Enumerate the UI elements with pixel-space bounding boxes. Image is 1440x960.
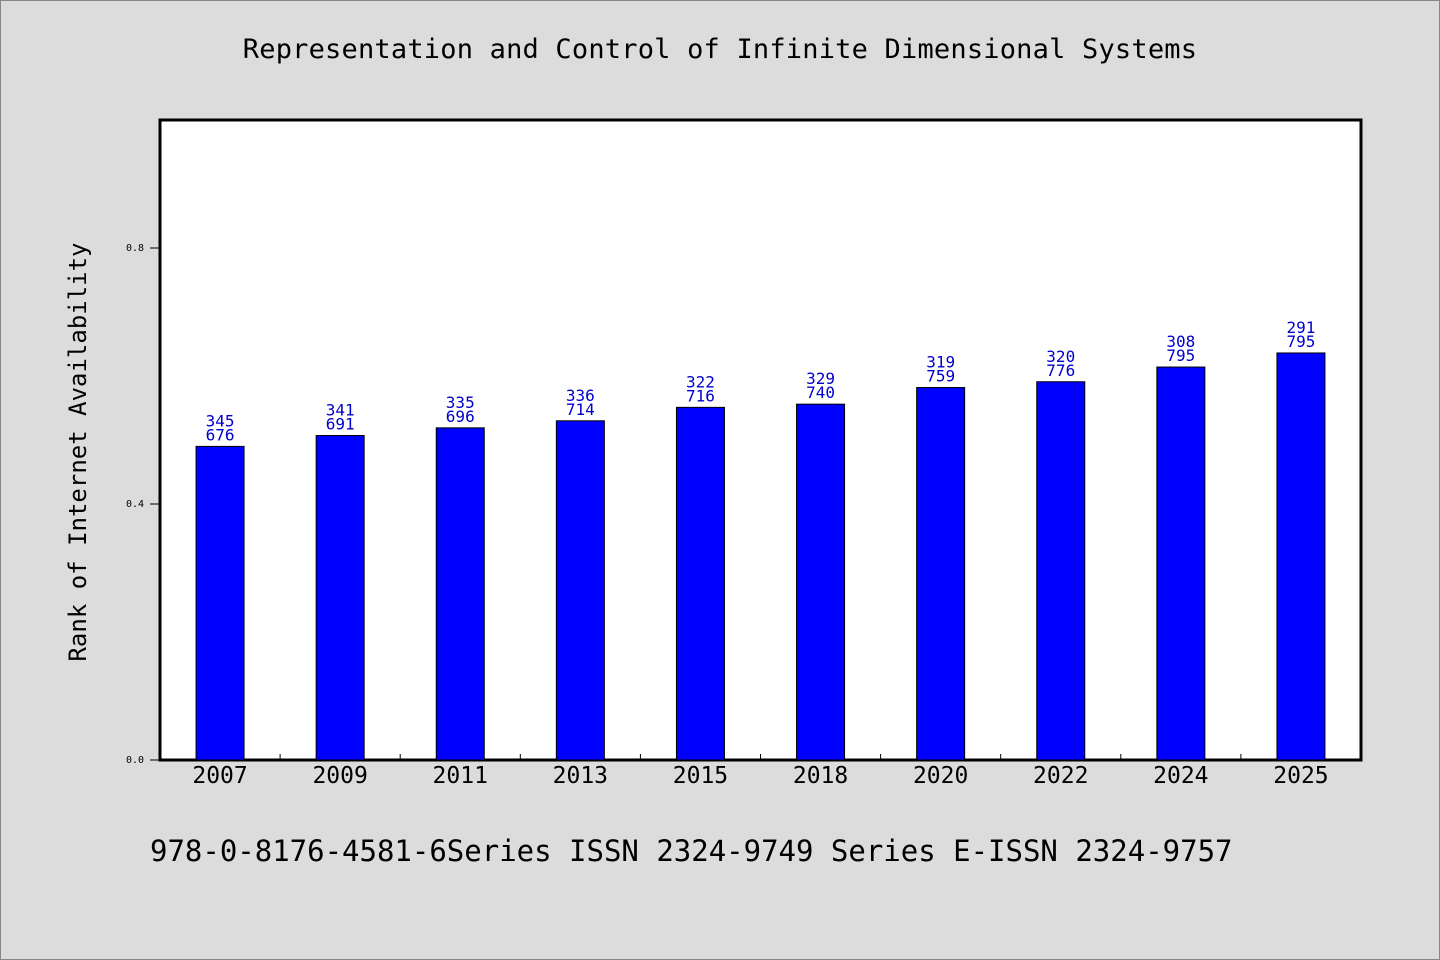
x-tick-label-2020: 2020 [913, 763, 968, 789]
bar-label-bottom-2018: 740 [806, 383, 835, 402]
x-tick-label-2013: 2013 [553, 763, 608, 789]
bar-labels-group: 3456763416913356963367143227163297403197… [206, 318, 1316, 444]
x-tick-label-2015: 2015 [673, 763, 728, 789]
x-tick-label-2007: 2007 [192, 763, 247, 789]
bar-2020 [916, 387, 966, 761]
bar-2022 [1036, 381, 1086, 761]
bar-label-top-2011: 335 [446, 393, 475, 412]
bar-2015 [675, 406, 725, 761]
x-ticks-group: 2007 2009 2011 2013 2015 2018 2020 2022 2024 2025 [192, 754, 1329, 789]
x-tick-label-2009: 2009 [312, 763, 367, 789]
y-tick-label-0.0: 0.0 [126, 755, 144, 766]
bar-2024 [1156, 366, 1206, 761]
bar-2007 [195, 445, 245, 761]
bar-label-bottom-2022: 776 [1046, 361, 1075, 380]
bar-label-top-2007: 345 [206, 411, 235, 430]
bar-label-bottom-2020: 759 [926, 367, 955, 386]
y-ticks-group: 0.0 0.4 0.8 [126, 243, 160, 766]
bar-label-bottom-2009: 691 [326, 415, 355, 434]
bar-label-top-2018: 329 [806, 369, 835, 388]
bar-label-top-2015: 322 [686, 372, 715, 391]
footer-isbn-text: 978-0-8176-4581-6Series ISSN 2324-9749 S… [150, 834, 1233, 868]
bar-2013 [555, 420, 605, 761]
bar-label-top-2009: 341 [326, 401, 355, 420]
bar-label-top-2024: 308 [1166, 332, 1195, 351]
x-tick-label-2025: 2025 [1273, 763, 1328, 789]
y-tick-label-0.4: 0.4 [126, 499, 144, 510]
bar-2009 [315, 435, 365, 761]
bar-label-bottom-2007: 676 [206, 425, 235, 444]
x-tick-label-2024: 2024 [1153, 763, 1208, 789]
bar-label-bottom-2025: 795 [1286, 332, 1315, 351]
bar-2018 [796, 403, 846, 761]
chart-title: Representation and Control of Infinite D… [242, 34, 1198, 65]
x-tick-label-2011: 2011 [433, 763, 488, 789]
bar-label-top-2025: 291 [1286, 318, 1315, 337]
bar-label-bottom-2015: 716 [686, 386, 715, 405]
bar-label-top-2020: 319 [926, 353, 955, 372]
x-tick-label-2018: 2018 [793, 763, 848, 789]
bar-label-bottom-2013: 714 [566, 400, 595, 419]
bars-group [195, 352, 1326, 761]
bar-2011 [435, 427, 485, 761]
x-tick-label-2022: 2022 [1033, 763, 1088, 789]
bar-label-top-2013: 336 [566, 386, 595, 405]
y-tick-label-0.8: 0.8 [126, 243, 144, 254]
bar-2025 [1276, 352, 1326, 761]
bar-label-top-2022: 320 [1046, 347, 1075, 366]
bar-label-bottom-2024: 795 [1166, 346, 1195, 365]
bar-label-bottom-2011: 696 [446, 407, 475, 426]
